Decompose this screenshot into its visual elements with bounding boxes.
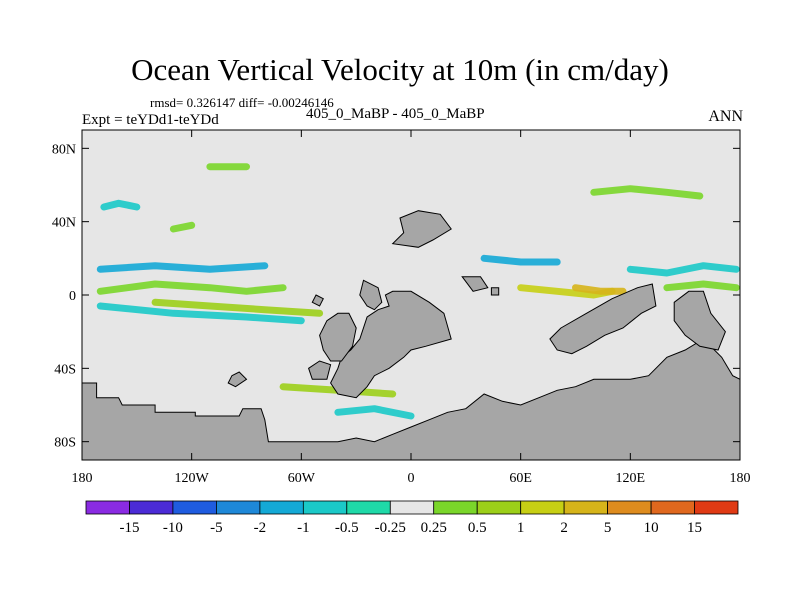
- colorbar-label-9: 1: [517, 520, 525, 536]
- y-tick-label-0: 80N: [52, 142, 76, 157]
- colorbar-swatch-4: [259, 500, 304, 515]
- colorbar-swatch-3: [215, 500, 261, 515]
- axes: 180 120W 60W 0 60E 120E 180 80N 40N 0 40S 80S: [52, 130, 751, 486]
- colorbar-label-12: 10: [644, 520, 659, 536]
- colorbar-label-10: 2: [560, 520, 568, 536]
- colorbar-swatch-7: [389, 500, 435, 515]
- colorbar-label-7: 0.25: [421, 520, 447, 536]
- anomaly-band-9: [590, 185, 704, 200]
- land-antarctica: [82, 338, 740, 460]
- land-south-america: [330, 290, 452, 399]
- anomaly-band-7: [663, 280, 740, 292]
- colorbar-label-0: -15: [119, 520, 139, 536]
- colorbar-swatch-12: [607, 500, 652, 515]
- land-africa-spur: [308, 360, 332, 380]
- y-tick-label-4: 80S: [54, 436, 76, 451]
- anomaly-band-5: [572, 284, 627, 295]
- anomaly-band-1: [151, 298, 324, 317]
- colorbar-swatch-2: [172, 500, 217, 515]
- anomaly-band-12: [169, 221, 196, 233]
- season-label: ANN: [708, 108, 743, 125]
- map-area: [82, 130, 740, 460]
- anomaly-band-3: [96, 262, 269, 273]
- x-tick-label-6: 180: [730, 471, 751, 486]
- colorbar-label-4: -1: [297, 520, 310, 536]
- land-south-america-lobe: [319, 312, 357, 362]
- colorbar-swatch-0: [85, 500, 130, 515]
- colorbar-label-8: 0.5: [468, 520, 487, 536]
- x-tick-label-0: 180: [72, 471, 93, 486]
- colorbar-swatch-9: [476, 500, 522, 515]
- colorbar-label-3: -2: [254, 520, 267, 536]
- colorbar-swatch-13: [650, 500, 695, 515]
- colorbar-label-6: -0.25: [375, 520, 406, 536]
- x-tick-label-1: 120W: [175, 471, 210, 486]
- land-south-pacific-tip: [227, 371, 248, 388]
- colorbar-swatch-8: [433, 500, 478, 515]
- colorbar-label-5: -0.5: [335, 520, 359, 536]
- land-equatorial-island: [461, 276, 489, 292]
- colorbar-label-11: 5: [604, 520, 612, 536]
- colorbar-swatch-1: [129, 500, 174, 515]
- land-west-coast-bits: [311, 294, 324, 307]
- anomaly-band-8: [100, 199, 141, 211]
- anomaly-band-11: [480, 254, 561, 266]
- land-australia: [673, 290, 726, 351]
- y-tick-label-3: 40S: [54, 362, 76, 377]
- experiment-label: Expt = teYDd1-teYDd: [82, 112, 219, 128]
- x-tick-label-2: 60W: [288, 471, 316, 486]
- y-tick-label-1: 40N: [52, 216, 76, 231]
- colorbar: -15 -10 -5 -2 -1 -0.5 -0.25 0.25 0.5 1 2 5 10 15: [85, 500, 739, 536]
- x-tick-label-4: 60E: [509, 471, 532, 486]
- colorbar-label-13: 15: [687, 520, 702, 536]
- colorbar-label-1: -10: [163, 520, 183, 536]
- difference-label: 405_0_MaBP - 405_0_MaBP: [306, 106, 485, 122]
- colorbar-label-2: -5: [210, 520, 223, 536]
- colorbar-swatch-14: [694, 500, 739, 515]
- land-north-atlantic-island: [391, 210, 452, 248]
- anomaly-band-2: [96, 302, 305, 325]
- colorbar-swatch-10: [520, 500, 565, 515]
- anomaly-band-13: [334, 405, 415, 420]
- x-tick-label-3: 0: [408, 471, 415, 486]
- y-tick-label-2: 0: [69, 289, 76, 304]
- x-tick-label-5: 120E: [616, 471, 646, 486]
- stats-line: rmsd= 0.326147 diff= -0.00246146: [150, 95, 334, 110]
- land-small-islands: [490, 287, 500, 296]
- colorbar-swatch-5: [302, 500, 348, 515]
- land-africa-east: [549, 283, 657, 355]
- anomaly-band-0: [96, 280, 287, 295]
- anomaly-band-6: [626, 262, 740, 277]
- chart-title: Ocean Vertical Velocity at 10m (in cm/da…: [131, 52, 669, 87]
- land-central-america: [359, 279, 383, 311]
- colorbar-swatch-6: [346, 500, 391, 515]
- colorbar-swatch-11: [563, 500, 608, 515]
